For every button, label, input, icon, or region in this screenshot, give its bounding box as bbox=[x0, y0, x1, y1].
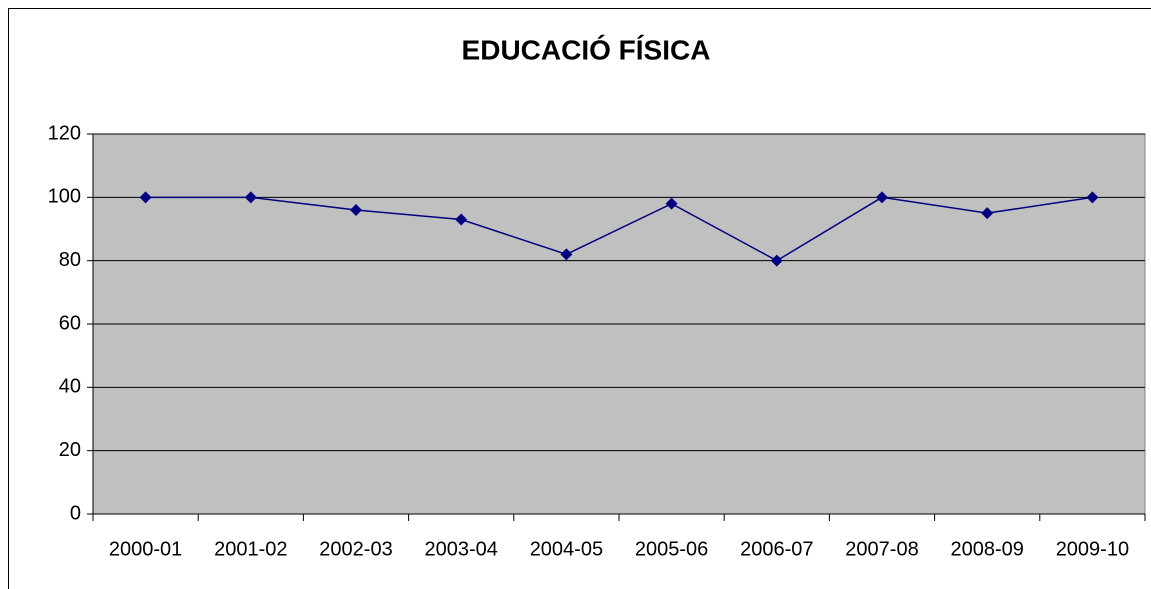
x-tick-label: 2007-08 bbox=[845, 538, 918, 560]
y-tick-label: 0 bbox=[70, 502, 81, 524]
data-point bbox=[1086, 191, 1099, 204]
data-point bbox=[139, 191, 152, 204]
y-tick-label: 20 bbox=[59, 439, 81, 461]
data-point bbox=[770, 254, 783, 267]
y-tick-label: 40 bbox=[59, 376, 81, 398]
x-tick-label: 2008-09 bbox=[950, 538, 1023, 560]
x-tick-label: 2006-07 bbox=[740, 538, 813, 560]
series-line bbox=[145, 196, 1093, 262]
data-point bbox=[981, 207, 994, 220]
y-tick-label: 100 bbox=[48, 186, 81, 208]
data-point bbox=[244, 191, 257, 204]
data-point bbox=[455, 213, 468, 226]
x-tick-label: 2004-05 bbox=[530, 538, 603, 560]
data-point bbox=[560, 248, 573, 261]
data-point bbox=[876, 191, 888, 204]
data-point bbox=[350, 204, 362, 216]
data-point bbox=[665, 197, 678, 210]
x-tick-label: 2002-03 bbox=[319, 538, 392, 560]
y-tick-label: 60 bbox=[59, 312, 81, 334]
y-tick-label: 120 bbox=[48, 122, 81, 144]
x-tick-label: 2003-04 bbox=[424, 538, 497, 560]
x-tick-label: 2000-01 bbox=[109, 538, 182, 560]
x-tick-label: 2001-02 bbox=[214, 538, 287, 560]
y-tick-label: 80 bbox=[59, 249, 81, 271]
x-tick-label: 2009-10 bbox=[1056, 538, 1129, 560]
chart-title: EDUCACIÓ FÍSICA bbox=[462, 34, 711, 65]
x-tick-label: 2005-06 bbox=[635, 538, 708, 560]
